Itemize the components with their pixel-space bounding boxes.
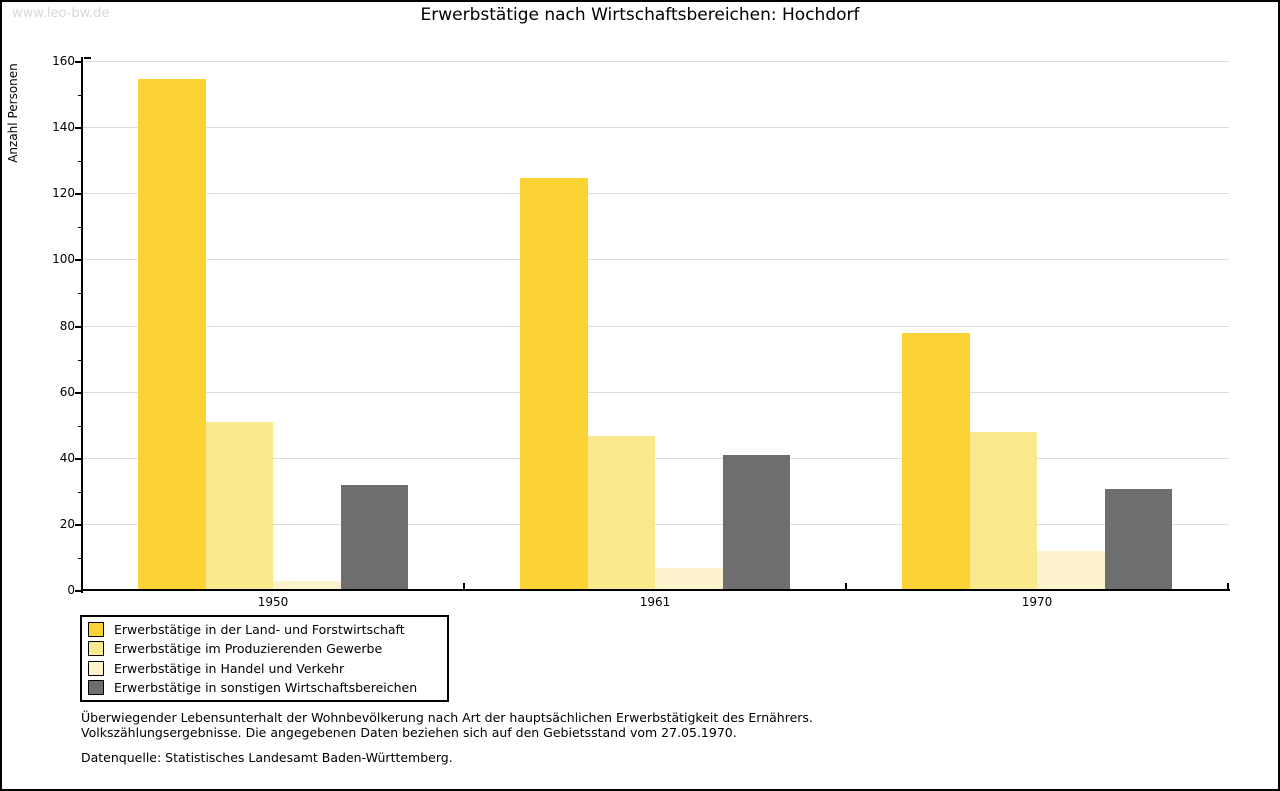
legend-label-series1: Erwerbstätige in der Land- und Forstwirt… — [114, 621, 405, 637]
x-tick-label-1970: 1970 — [1021, 595, 1053, 609]
y-tick-label-20: 20 — [59, 516, 75, 531]
gridline — [83, 193, 1229, 195]
gridline — [83, 127, 1229, 129]
bar-1950-series3 — [273, 581, 341, 591]
bar-1961-series4 — [722, 455, 790, 591]
legend-item-4: Erwerbstätige in sonstigen Wirtschaftsbe… — [88, 678, 447, 698]
y-tick-30 — [78, 491, 82, 493]
legend-item-3: Erwerbstätige in Handel und Verkehr — [88, 659, 447, 679]
x-section-tick-1 — [463, 583, 465, 589]
bar-1970-series2 — [969, 432, 1037, 591]
y-tick-label-40: 40 — [59, 450, 75, 465]
gridline — [83, 391, 1229, 393]
y-tick-40 — [75, 457, 82, 460]
y-tick-label-140: 140 — [52, 120, 75, 135]
y-tick-160 — [75, 61, 82, 63]
y-axis-end-cap — [84, 57, 91, 59]
legend-box: Erwerbstätige in der Land- und Forstwirt… — [80, 615, 449, 702]
leo-bw-watermark: www.leo-bw.de — [12, 6, 110, 21]
legend-swatch-series2 — [88, 641, 104, 657]
y-tick-10 — [78, 557, 82, 559]
y-tick-120 — [75, 193, 82, 196]
bar-1970-series1 — [902, 333, 970, 591]
footnote-line-1: Überwiegender Lebensunterhalt der Wohnbe… — [81, 710, 813, 725]
legend-label-series2: Erwerbstätige im Produzierenden Gewerbe — [114, 641, 383, 657]
data-source-line: Datenquelle: Statistisches Landesamt Bad… — [81, 750, 453, 765]
y-tick-90 — [78, 293, 82, 295]
gridline — [83, 457, 1229, 459]
bar-1961-series2 — [587, 435, 655, 591]
y-tick-label-100: 100 — [52, 252, 75, 267]
chart-title: Erwerbstätige nach Wirtschaftsbereichen:… — [420, 5, 860, 25]
y-tick-80 — [75, 325, 82, 328]
y-tick-0 — [75, 590, 82, 592]
bar-1970-series3 — [1037, 551, 1105, 591]
y-tick-50 — [78, 425, 82, 427]
gridline — [83, 325, 1229, 327]
y-tick-70 — [78, 359, 82, 361]
gridline — [83, 259, 1229, 261]
y-axis-label: Anzahl Personen — [6, 63, 20, 163]
x-tick-label-1950: 1950 — [257, 595, 289, 609]
bar-1950-series1 — [138, 78, 206, 591]
y-tick-20 — [75, 523, 82, 526]
y-tick-100 — [75, 259, 82, 262]
legend-swatch-series4 — [88, 680, 104, 696]
bar-1950-series4 — [340, 485, 408, 591]
y-tick-140 — [75, 127, 82, 130]
legend-item-1: Erwerbstätige in der Land- und Forstwirt… — [88, 620, 447, 640]
footnote-line-2: Volkszählungsergebnisse. Die angegebenen… — [81, 725, 737, 740]
x-tick-label-1961: 1961 — [639, 595, 671, 609]
y-tick-label-60: 60 — [59, 384, 75, 399]
legend-label-series3: Erwerbstätige in Handel und Verkehr — [114, 660, 345, 676]
y-tick-label-0: 0 — [67, 583, 75, 597]
bar-1961-series3 — [655, 567, 723, 591]
y-tick-130 — [78, 161, 82, 163]
y-tick-label-120: 120 — [52, 186, 75, 201]
bar-1950-series2 — [205, 422, 273, 591]
y-tick-110 — [78, 227, 82, 229]
legend-swatch-series1 — [88, 621, 104, 637]
x-section-tick-2 — [845, 583, 847, 589]
y-tick-60 — [75, 391, 82, 394]
gridline — [83, 61, 1229, 62]
plot-area — [83, 57, 1229, 591]
bar-1961-series1 — [520, 177, 588, 591]
y-axis-line — [81, 57, 83, 593]
x-axis-line — [81, 589, 1230, 591]
y-tick-150 — [78, 95, 82, 97]
y-tick-label-160: 160 — [52, 54, 75, 68]
legend-swatch-series3 — [88, 660, 104, 676]
legend-label-series4: Erwerbstätige in sonstigen Wirtschaftsbe… — [114, 680, 418, 696]
gridline — [83, 523, 1229, 525]
bar-1970-series4 — [1104, 488, 1172, 591]
legend-item-2: Erwerbstätige im Produzierenden Gewerbe — [88, 639, 447, 659]
y-tick-label-80: 80 — [59, 318, 75, 333]
x-section-tick-3 — [1227, 583, 1229, 589]
